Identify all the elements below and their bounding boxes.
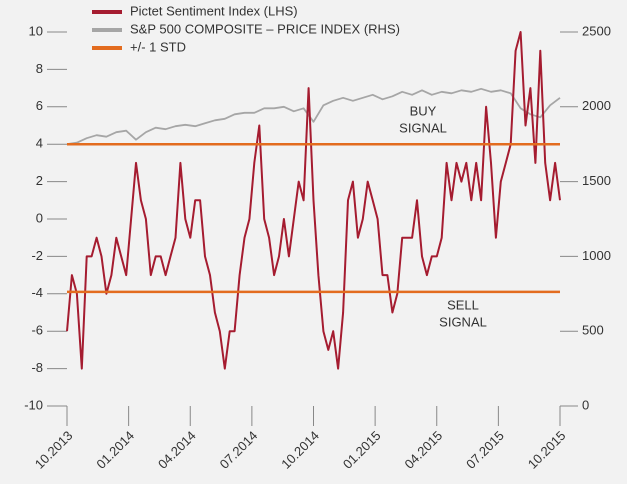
annotation: SIGNAL — [399, 120, 447, 135]
y2-tick-label: 2500 — [582, 23, 611, 38]
y-tick-label: 10 — [29, 23, 43, 38]
series-line — [66, 87, 561, 146]
x-tick-label: 10.2013 — [32, 428, 76, 472]
y-tick-label: 8 — [36, 61, 43, 76]
y2-tick-label: 1000 — [582, 248, 611, 263]
y-tick-label: 4 — [36, 136, 43, 151]
legend-label: S&P 500 COMPOSITE – PRICE INDEX (RHS) — [130, 21, 400, 36]
x-tick-label: 07.2014 — [217, 428, 261, 472]
x-tick-label: 10.2015 — [525, 428, 569, 472]
x-tick-label: 01.2015 — [340, 428, 384, 472]
y-tick-label: -2 — [31, 248, 43, 263]
x-tick-label: 10.2014 — [278, 428, 322, 472]
y2-tick-label: 500 — [582, 323, 604, 338]
series-line — [66, 31, 561, 370]
y-tick-label: -8 — [31, 360, 43, 375]
y-tick-label: 2 — [36, 173, 43, 188]
y-tick-label: -4 — [31, 285, 43, 300]
y2-tick-label: 0 — [582, 397, 589, 412]
y-tick-label: 6 — [36, 98, 43, 113]
y-tick-label: -10 — [24, 397, 43, 412]
x-tick-label: 04.2015 — [401, 428, 445, 472]
annotation: SIGNAL — [439, 314, 487, 329]
annotation: BUY — [410, 103, 437, 118]
y2-tick-label: 1500 — [582, 173, 611, 188]
y-tick-label: -6 — [31, 323, 43, 338]
x-tick-label: 04.2014 — [155, 428, 199, 472]
legend-label: +/- 1 STD — [130, 39, 186, 54]
x-tick-label: 07.2015 — [463, 428, 507, 472]
annotation: SELL — [447, 297, 479, 312]
x-tick-label: 01.2014 — [93, 428, 137, 472]
legend-label: Pictet Sentiment Index (LHS) — [130, 3, 298, 18]
y2-tick-label: 2000 — [582, 98, 611, 113]
y-tick-label: 0 — [36, 210, 43, 225]
